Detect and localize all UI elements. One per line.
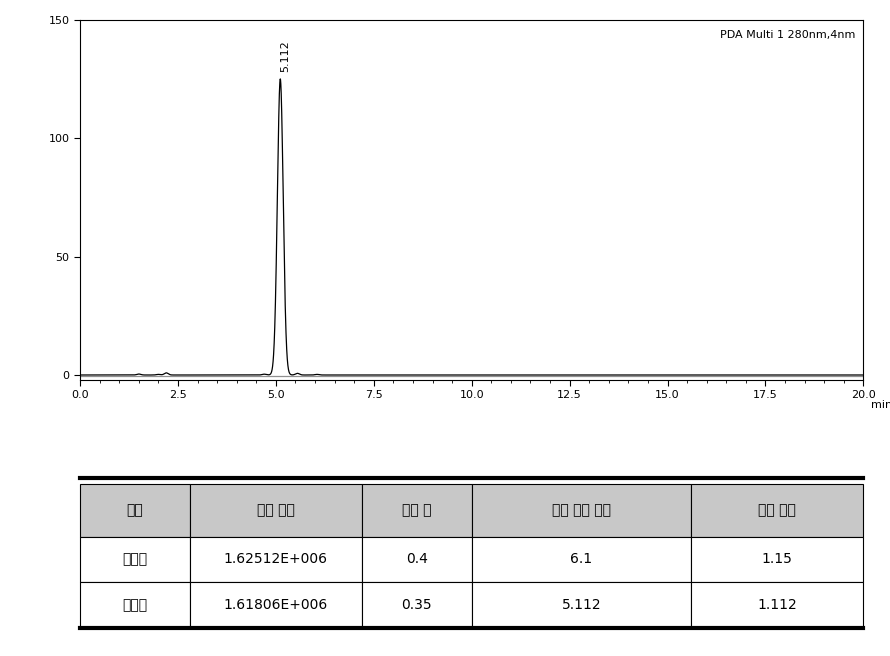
- Bar: [691, 583, 863, 628]
- Text: 피크 폭: 피크 폭: [402, 503, 432, 518]
- Text: min: min: [871, 400, 890, 409]
- Bar: [362, 537, 472, 583]
- Text: 피크 면적: 피크 면적: [257, 503, 295, 518]
- Text: 구분: 구분: [126, 503, 143, 518]
- Bar: [80, 583, 190, 628]
- Text: PDA Multi 1 280nm,4nm: PDA Multi 1 280nm,4nm: [720, 30, 855, 41]
- Text: 예상값: 예상값: [122, 552, 148, 566]
- Text: 0.35: 0.35: [401, 598, 433, 612]
- Text: 실제값: 실제값: [122, 598, 148, 612]
- Text: 1.112: 1.112: [757, 598, 797, 612]
- Bar: [691, 484, 863, 537]
- Text: 1.61806E+006: 1.61806E+006: [223, 598, 328, 612]
- Bar: [80, 537, 190, 583]
- Text: 5.112: 5.112: [562, 598, 601, 612]
- Text: 대칭 계수: 대칭 계수: [758, 503, 796, 518]
- Text: 1.15: 1.15: [762, 552, 793, 566]
- Bar: [362, 484, 472, 537]
- Bar: [190, 583, 362, 628]
- Bar: [472, 537, 691, 583]
- Bar: [190, 537, 362, 583]
- Bar: [362, 583, 472, 628]
- Text: 1.62512E+006: 1.62512E+006: [224, 552, 328, 566]
- Text: 0.4: 0.4: [406, 552, 428, 566]
- Bar: [691, 537, 863, 583]
- Bar: [472, 583, 691, 628]
- Text: 피크 유지 시간: 피크 유지 시간: [552, 503, 611, 518]
- Text: 5.112: 5.112: [280, 40, 290, 72]
- Bar: [190, 484, 362, 537]
- Text: 6.1: 6.1: [570, 552, 593, 566]
- Bar: [80, 484, 190, 537]
- Bar: [472, 484, 691, 537]
